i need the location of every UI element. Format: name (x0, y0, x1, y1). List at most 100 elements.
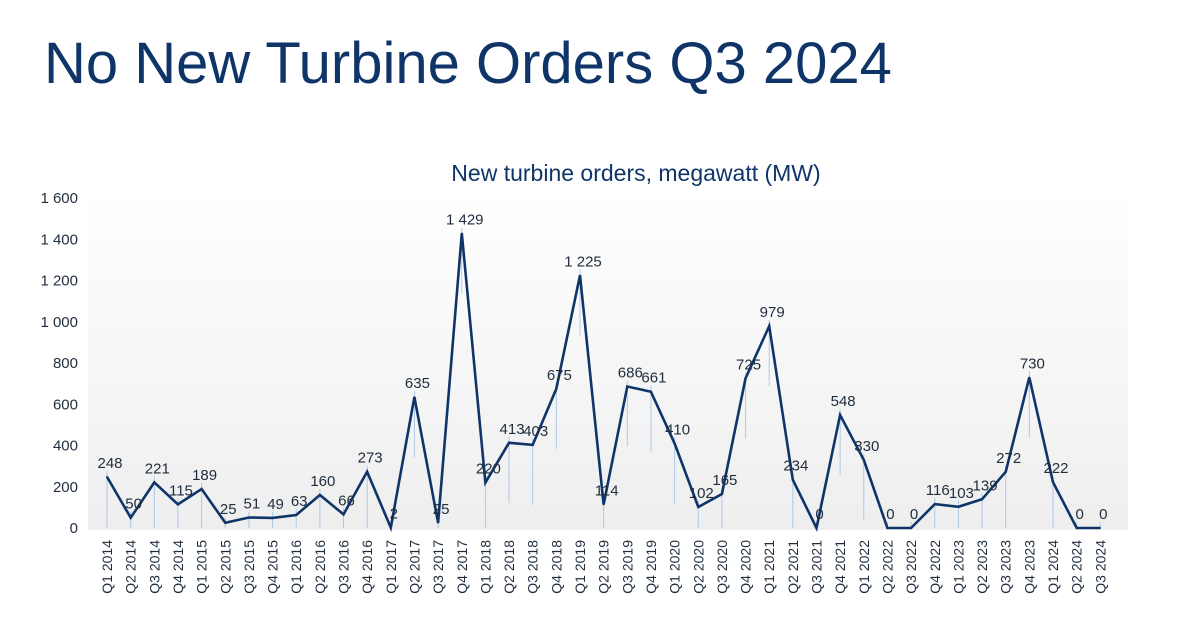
data-point (271, 517, 274, 519)
data-label: 0 (1099, 506, 1107, 523)
page-title: No New Turbine Orders Q3 2024 (44, 31, 892, 96)
data-point (721, 493, 723, 495)
x-tick-label: Q4 2020 (738, 540, 754, 594)
data-label: 189 (192, 467, 217, 484)
data-point (981, 498, 983, 501)
x-axis: Q1 2014 Q2 2014 Q3 2014 Q4 2014 Q1 2015 Q2 20… (99, 540, 1108, 594)
data-label: 979 (760, 304, 785, 321)
data-label: 661 (641, 370, 666, 387)
data-label: 50 (125, 496, 142, 513)
data-point (460, 232, 463, 235)
data-label: 160 (310, 473, 335, 490)
data-label: 273 (358, 450, 383, 467)
data-point (1099, 527, 1102, 529)
x-tick-label: Q1 2022 (856, 540, 872, 594)
y-tick-label: 1 200 (40, 273, 78, 290)
data-point (602, 503, 605, 506)
x-tick-label: Q3 2017 (430, 540, 446, 594)
data-label: 66 (338, 492, 355, 509)
x-tick-label: Q2 2016 (312, 540, 328, 594)
data-label: 725 (736, 356, 761, 373)
leader-lines (106, 227, 1101, 528)
data-label: 1 429 (446, 211, 484, 228)
x-tick-label: Q2 2018 (501, 540, 517, 594)
data-point (200, 488, 203, 490)
x-tick-label: Q1 2018 (477, 540, 493, 594)
data-label: 102 (689, 485, 714, 502)
x-tick-label: Q2 2014 (123, 540, 139, 594)
x-tick-label: Q1 2023 (950, 540, 966, 594)
y-tick-label: 800 (53, 355, 78, 372)
data-point (319, 494, 321, 496)
x-tick-label: Q4 2014 (170, 540, 186, 594)
x-tick-label: Q3 2019 (619, 540, 635, 594)
data-label: 25 (433, 501, 450, 518)
data-point (1004, 471, 1007, 473)
y-tick-label: 400 (53, 438, 78, 455)
data-point (1075, 527, 1078, 529)
x-tick-label: Q2 2022 (879, 540, 895, 594)
data-label: 220 (476, 461, 501, 478)
data-label: 49 (267, 496, 284, 513)
data-point (650, 390, 652, 393)
data-point (957, 505, 960, 508)
data-label: 548 (831, 393, 856, 410)
data-point (1052, 481, 1054, 484)
data-label: 103 (949, 485, 974, 502)
x-tick-label: Q2 2024 (1069, 540, 1085, 594)
data-label: 25 (220, 501, 237, 518)
data-point (815, 527, 818, 529)
data-point (555, 387, 558, 390)
x-tick-label: Q2 2023 (974, 540, 990, 594)
data-label: 115 (169, 482, 193, 499)
data-label: 413 (500, 421, 525, 438)
data-label: 116 (926, 482, 950, 499)
data-label: 248 (97, 455, 122, 472)
data-point (366, 470, 368, 473)
x-tick-label: Q4 2023 (1021, 540, 1037, 594)
data-label: 139 (973, 477, 998, 494)
data-label: 686 (618, 365, 643, 382)
data-label: 114 (595, 482, 619, 499)
data-label: 63 (291, 493, 308, 510)
data-label: 0 (910, 506, 918, 523)
x-tick-label: Q3 2014 (146, 540, 162, 594)
y-tick-label: 600 (53, 396, 78, 413)
data-label: 1 225 (564, 253, 602, 270)
data-point (792, 478, 794, 481)
data-point (295, 514, 298, 516)
y-axis: 0 200 400 600 800 1 000 1 200 1 400 1 600 (40, 190, 78, 537)
series-line-group (105, 232, 1102, 533)
data-label: 0 (815, 506, 823, 523)
data-point (839, 414, 841, 416)
data-point (933, 503, 936, 505)
x-tick-label: Q3 2021 (809, 540, 825, 594)
x-tick-label: Q1 2021 (761, 540, 777, 594)
x-tick-label: Q4 2021 (832, 540, 848, 594)
data-point (768, 325, 770, 327)
data-label: 234 (783, 458, 808, 475)
x-tick-label: Q2 2019 (596, 540, 612, 594)
x-tick-label: Q2 2020 (690, 540, 706, 594)
data-label: 51 (244, 495, 261, 512)
data-point (697, 506, 700, 508)
x-tick-label: Q1 2015 (194, 540, 210, 594)
data-point (910, 527, 912, 529)
data-point (437, 522, 439, 524)
chart-title: New turbine orders, megawatt (MW) (451, 160, 820, 186)
x-tick-label: Q2 2017 (406, 540, 422, 594)
x-tick-label: Q1 2016 (288, 540, 304, 594)
data-label: 730 (1020, 355, 1045, 372)
x-tick-label: Q1 2014 (99, 540, 115, 594)
data-label: 221 (145, 460, 170, 477)
y-tick-label: 1 000 (40, 314, 78, 331)
data-label: 410 (665, 421, 690, 438)
x-tick-label: Q1 2019 (572, 540, 588, 594)
y-tick-label: 1 400 (40, 231, 78, 248)
data-label: 2 (390, 506, 398, 523)
x-tick-label: Q3 2022 (903, 540, 919, 594)
x-tick-label: Q4 2017 (454, 540, 470, 594)
x-tick-label: Q1 2020 (667, 540, 683, 594)
